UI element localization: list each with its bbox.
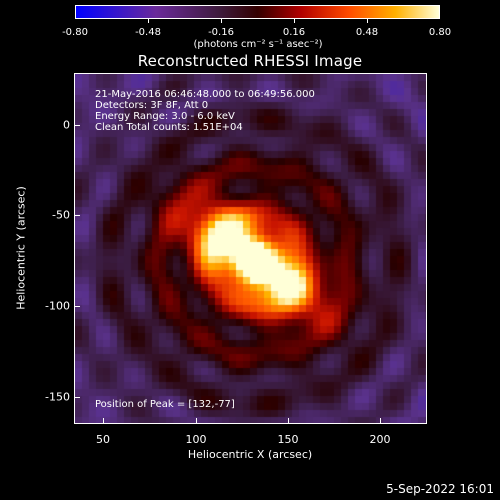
colorbar-tick: 0.80 — [428, 27, 452, 38]
y-axis-label: Heliocentric Y (arcsec) — [14, 186, 28, 310]
image-plot: 21-May-2016 06:46:48.000 to 06:49:56.000… — [74, 73, 427, 424]
colorbar-tick: 0.48 — [355, 27, 379, 38]
y-tick-label: 0 — [63, 118, 70, 132]
x-tick-label: 150 — [277, 433, 299, 446]
y-tick-label: -150 — [45, 390, 70, 404]
x-tick-label: 100 — [185, 433, 207, 446]
colorbar-tick: -0.48 — [135, 27, 161, 38]
colorbar-tick: -0.80 — [62, 27, 88, 38]
info-clean: Clean Total counts: 1.51E+04 — [95, 122, 243, 133]
x-tick-label: 50 — [96, 433, 110, 446]
colorbar-tick: 0.16 — [282, 27, 306, 38]
info-energy: Energy Range: 3.0 - 6.0 keV — [95, 111, 235, 122]
footer-date: 5-Sep-2022 16:01 — [386, 482, 494, 496]
info-peak-position: Position of Peak = [132,-77] — [95, 399, 235, 410]
info-time-range: 21-May-2016 06:46:48.000 to 06:49:56.000 — [95, 89, 315, 100]
colorbar-tick: -0.16 — [208, 27, 234, 38]
x-axis-label: Heliocentric X (arcsec) — [187, 448, 313, 461]
plot-title: Reconstructed RHESSI Image — [137, 52, 363, 70]
y-tick-label: -100 — [45, 299, 70, 313]
y-tick-label: -50 — [52, 208, 70, 222]
colorbar — [75, 5, 440, 19]
info-detectors: Detectors: 3F 8F, Att 0 — [95, 100, 209, 111]
heatmap-image — [75, 74, 426, 423]
x-tick-label: 200 — [369, 433, 391, 446]
colorbar-units: (photons cm⁻² s⁻¹ asec⁻²) — [193, 39, 323, 50]
